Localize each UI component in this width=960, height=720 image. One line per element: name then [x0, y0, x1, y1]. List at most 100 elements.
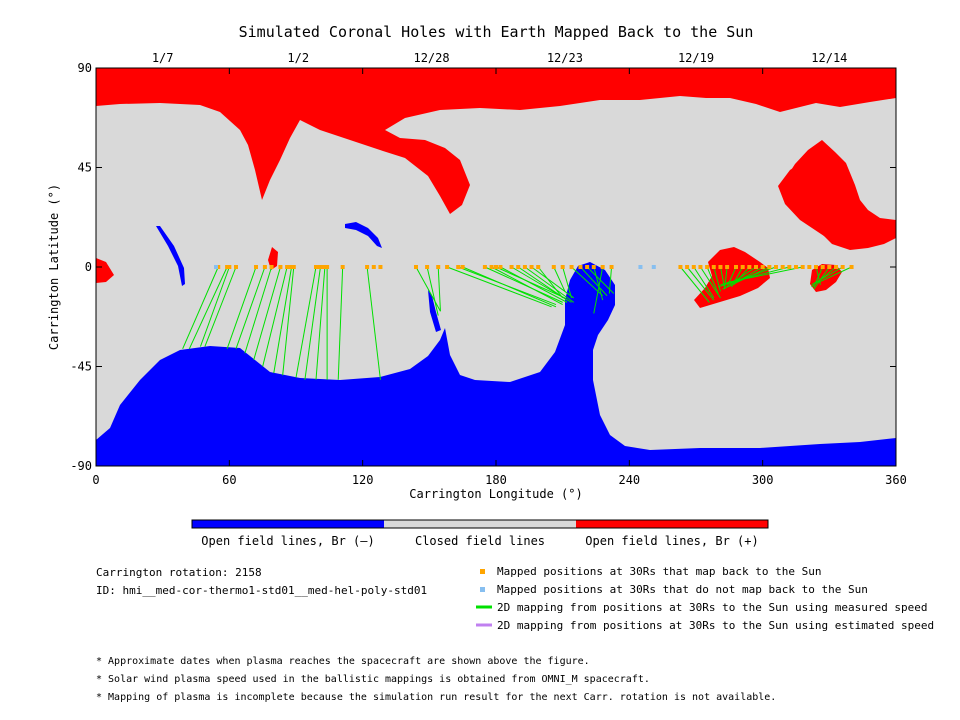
- mapped-position-point: [318, 265, 323, 269]
- mapped-position-point: [254, 265, 258, 269]
- legend-label: Mapped positions at 30Rs that do not map…: [497, 583, 868, 596]
- mapping-line: [437, 266, 441, 312]
- legend-marker-square: [480, 587, 485, 592]
- mapping-line: [700, 266, 721, 299]
- top-date-label: 12/23: [547, 51, 583, 65]
- mapped-position-point: [560, 265, 565, 269]
- mapping-line: [235, 266, 266, 349]
- y-tick-label: -90: [70, 459, 92, 473]
- y-tick-label: -45: [70, 360, 92, 374]
- mapped-position-point: [600, 265, 605, 269]
- x-tick-label: 180: [485, 473, 507, 487]
- mapped-position-point: [414, 265, 418, 269]
- y-tick-label: 90: [78, 61, 92, 75]
- mapped-position-point: [216, 265, 221, 269]
- mapped-position-point: [718, 265, 723, 269]
- mapped-position-point: [849, 265, 854, 269]
- mapped-position-point: [754, 265, 758, 269]
- mapping-line: [426, 266, 439, 316]
- model-id-text: ID: hmi__med-cor-thermo1-std01__med-hel-…: [96, 584, 428, 597]
- mapping-line: [517, 266, 568, 301]
- mapping-line: [182, 266, 219, 350]
- mapping-line: [718, 266, 777, 288]
- mapped-position-point: [498, 265, 503, 269]
- legend-label: 2D mapping from positions at 30Rs to the…: [497, 601, 927, 614]
- footnote: * Solar wind plasma speed used in the ba…: [96, 674, 650, 685]
- mapped-position-point: [725, 265, 730, 269]
- mapping-line: [580, 266, 608, 297]
- mapped-position-point: [807, 265, 812, 269]
- top-date-label: 1/7: [152, 51, 174, 65]
- mapped-position-point: [740, 265, 745, 269]
- mapped-position-point: [482, 265, 487, 269]
- x-tick-label: 300: [752, 473, 774, 487]
- legend-marker-square: [480, 569, 485, 574]
- mapped-position-point: [787, 265, 792, 269]
- mapping-line: [366, 266, 381, 380]
- colorbar-segment: [576, 520, 768, 528]
- mapping-line: [253, 266, 281, 361]
- mapped-position-point: [705, 265, 710, 269]
- mapped-position-point: [685, 265, 690, 269]
- mapped-position-point: [827, 265, 832, 269]
- mapping-line: [811, 266, 837, 288]
- not-mapped-position-point: [638, 265, 643, 269]
- open-positive-region-small-lon80: [268, 247, 278, 270]
- mapped-position-point: [445, 265, 450, 269]
- mapped-position-point: [269, 265, 274, 269]
- mapping-line: [680, 266, 710, 303]
- carrington-rotation-text: Carrington rotation: 2158: [96, 566, 262, 579]
- y-tick-label: 0: [85, 260, 92, 274]
- mapping-line: [484, 266, 563, 303]
- mapping-line: [727, 266, 803, 283]
- mapped-position-point: [820, 265, 825, 269]
- colorbar-segment: [192, 520, 384, 528]
- mapping-line: [713, 266, 721, 292]
- mapping-line: [273, 266, 293, 374]
- x-tick-label: 120: [352, 473, 374, 487]
- mapping-line: [706, 266, 719, 294]
- mapped-position-point: [767, 265, 772, 269]
- mapped-position-point: [840, 265, 845, 269]
- mapped-position-point: [774, 265, 778, 269]
- colorbar: Open field lines, Br (–) Closed field lin…: [191, 519, 769, 548]
- mapping-line: [446, 266, 552, 308]
- top-date-label: 12/14: [811, 51, 847, 65]
- mapping-line: [571, 266, 604, 297]
- open-positive-region-lon280: [694, 247, 770, 308]
- mapped-position-point: [340, 265, 345, 269]
- mapped-position-point: [285, 265, 290, 269]
- mapped-position-point: [585, 265, 590, 269]
- legend-label: Mapped positions at 30Rs that map back t…: [497, 565, 822, 578]
- left-axis-ticks: 90 45 0 -45 -90: [70, 61, 896, 473]
- mapped-position-point: [747, 265, 752, 269]
- mapping-line: [531, 266, 575, 299]
- mapping-line: [315, 266, 326, 380]
- x-tick-label: 60: [222, 473, 236, 487]
- mapped-position-point: [371, 265, 376, 269]
- y-axis-label: Carrington Latitude (°): [47, 184, 61, 350]
- top-date-label: 12/28: [413, 51, 449, 65]
- open-negative-region-south: [96, 262, 896, 466]
- mapping-line: [295, 266, 317, 378]
- mapped-position-point: [678, 265, 683, 269]
- open-positive-region-small-west: [96, 258, 114, 283]
- mapped-position-point: [314, 265, 318, 269]
- colorbar-frame: [191, 519, 769, 529]
- mapped-position-point: [609, 265, 614, 269]
- mapping-line: [199, 266, 230, 347]
- mapping-line: [524, 266, 575, 303]
- mapped-position-point: [494, 265, 498, 269]
- mapped-position-point: [794, 265, 798, 269]
- mapped-position-point: [489, 265, 494, 269]
- colorbar-segment: [384, 520, 576, 528]
- mapping-line: [244, 266, 273, 354]
- mapped-position-point: [734, 265, 738, 269]
- mapped-position-point: [516, 265, 521, 269]
- mapped-position-point: [365, 265, 370, 269]
- mapping-line: [731, 266, 763, 286]
- bottom-axis-ticks: 0 60 120 180 240 300 360: [92, 68, 907, 487]
- mapped-position-point: [316, 265, 321, 269]
- mapped-position-point: [225, 265, 230, 269]
